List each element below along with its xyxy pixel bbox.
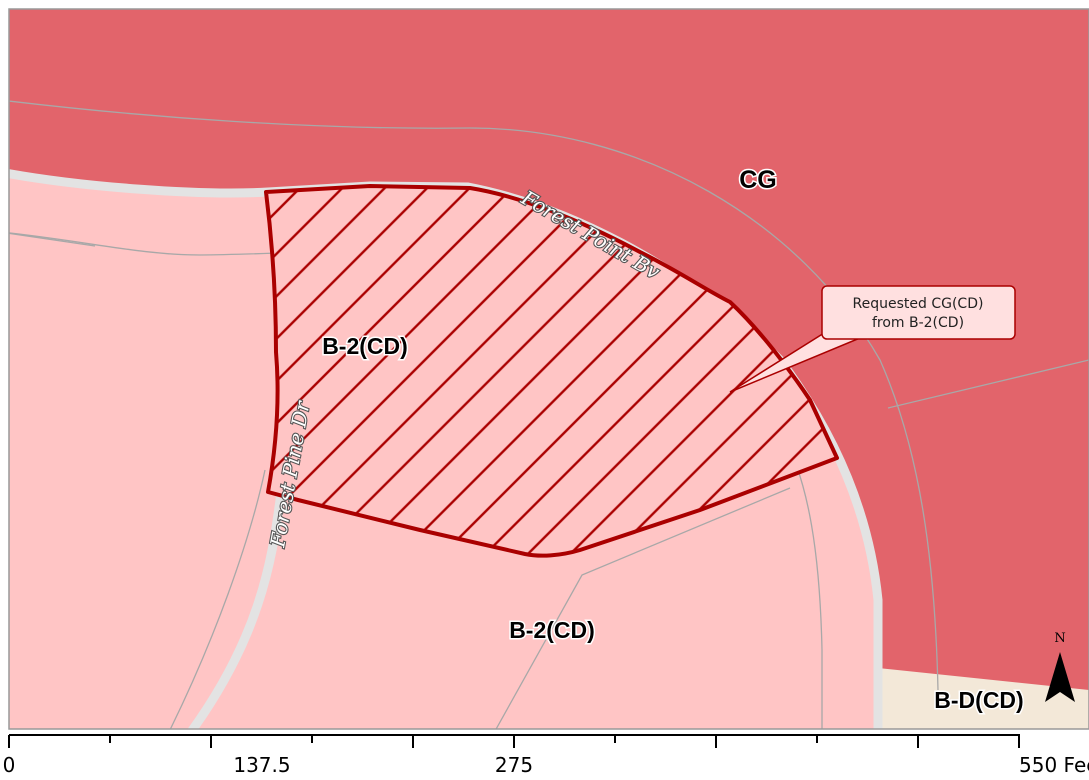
- callout-line-1: Requested CG(CD): [853, 296, 984, 312]
- zone-label-b2-west: B-2(CD): [322, 333, 408, 359]
- parcel-lines: [9, 100, 1089, 729]
- map-frame: [8, 8, 1089, 730]
- scale-label-137-5: 137.5: [233, 753, 290, 777]
- zone-label-bd: B-D(CD): [934, 687, 1023, 713]
- callout-box: [821, 285, 1016, 340]
- scale-bar: 0 137.5 275 550 Feet: [3, 734, 1089, 777]
- scale-label-0: 0: [3, 753, 16, 777]
- scale-label-275: 275: [495, 753, 533, 777]
- north-arrow-label: N: [1054, 631, 1065, 646]
- scale-label-550-feet: 550 Feet: [1019, 753, 1089, 777]
- scale-bar-ticks: [8, 735, 1020, 748]
- requested-rezoning-parcel: [264, 184, 839, 558]
- rezoning-callout: Requested CG(CD) from B-2(CD): [821, 285, 1016, 340]
- zone-label-cg: CG: [739, 166, 777, 194]
- zone-bd-area: [878, 668, 1089, 729]
- north-arrow-icon: [1045, 652, 1075, 702]
- north-arrow: N: [1045, 631, 1075, 702]
- zone-label-b2-south: B-2(CD): [509, 617, 595, 643]
- callout-line-2: from B-2(CD): [872, 315, 964, 331]
